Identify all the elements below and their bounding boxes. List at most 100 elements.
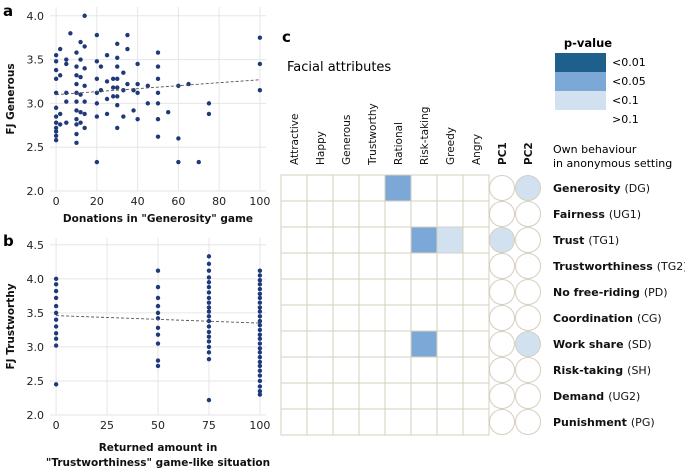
legend: p-value <0.01 <0.05 <0.1 >0.1	[555, 36, 646, 129]
data-point	[53, 324, 59, 329]
data-point	[53, 105, 59, 110]
data-point	[206, 290, 212, 295]
data-point	[155, 134, 161, 139]
y-tick-label: 2.0	[27, 409, 45, 422]
heatmap-cell	[384, 278, 412, 306]
data-point	[57, 111, 63, 117]
heatmap-cell	[280, 356, 308, 384]
data-point	[155, 90, 161, 96]
column-header: Happy	[315, 131, 327, 165]
data-point	[257, 273, 263, 278]
column-header: Greedy	[445, 127, 457, 165]
data-point	[206, 280, 212, 285]
data-point	[257, 327, 263, 333]
heatmap-circle	[489, 357, 515, 383]
scatter-chart-a: 2.0 2.5 3.0 3.5 4.0 0 20 40 60 80 100 Donations in…	[5, 7, 270, 225]
heatmap-circle	[515, 409, 541, 435]
x-tick-label: 60	[171, 195, 185, 208]
data-point	[74, 64, 79, 69]
row-label-code: (PG)	[631, 416, 655, 429]
data-point	[53, 129, 59, 134]
heatmap-circle	[489, 175, 515, 201]
legend-title: p-value	[564, 36, 612, 50]
heatmap-cell	[436, 330, 464, 358]
data-point	[53, 288, 59, 294]
heatmap-cell	[384, 356, 412, 384]
points-b	[53, 254, 263, 403]
heatmap-cell	[410, 356, 438, 384]
heatmap-cell	[410, 408, 438, 436]
column-header: Attractive	[289, 114, 301, 165]
column-header: Generous	[341, 115, 353, 165]
row-label-name: Trustworthiness	[553, 260, 653, 273]
data-point	[125, 46, 130, 52]
heatmap-cell	[436, 304, 464, 332]
data-point	[257, 332, 263, 337]
row-label: Work share (SD)	[553, 338, 652, 351]
data-point	[78, 57, 83, 62]
data-point	[98, 88, 104, 93]
heatmap-cell	[306, 278, 334, 306]
data-point	[104, 111, 110, 117]
heatmap-cell	[462, 330, 490, 358]
heatmap-cell	[306, 174, 334, 202]
row-label-code: (CG)	[637, 312, 662, 325]
row-label-name: Punishment	[553, 416, 627, 429]
data-point	[53, 76, 59, 82]
data-point	[135, 90, 140, 96]
panel-label-b: b	[3, 232, 14, 250]
heatmap-cell	[332, 174, 360, 202]
data-point	[53, 331, 59, 336]
data-point	[82, 111, 87, 117]
data-point	[115, 41, 120, 46]
data-point	[74, 50, 79, 55]
data-point	[94, 76, 100, 82]
y-tick-label: 4.0	[27, 10, 45, 23]
data-point	[74, 99, 79, 104]
heatmap-cell	[384, 226, 412, 254]
data-point	[115, 94, 120, 99]
data-point	[165, 109, 171, 115]
data-point	[155, 295, 161, 301]
data-point	[206, 295, 212, 301]
data-point	[257, 314, 263, 319]
heatmap-cell	[410, 200, 438, 228]
heatmap-cell	[462, 408, 490, 436]
data-point	[135, 116, 140, 122]
data-point	[115, 102, 120, 108]
data-point	[78, 39, 83, 45]
heatmap-cell	[306, 356, 334, 384]
heatmap-cell	[436, 226, 464, 254]
y-tick-label: 4.5	[27, 239, 45, 252]
data-point	[121, 70, 126, 75]
column-header: Trustworthy	[367, 103, 379, 166]
heatmap-cell	[384, 408, 412, 436]
heatmap-cell	[306, 226, 334, 254]
heatmap-cell	[280, 408, 308, 436]
data-point	[74, 116, 79, 122]
data-point	[135, 61, 140, 67]
data-point	[257, 61, 263, 67]
legend-swatch	[555, 72, 606, 91]
data-point	[82, 13, 87, 18]
heatmap-cell	[280, 174, 308, 202]
data-point	[94, 101, 100, 106]
x-axis-label-b: Returned amount in	[99, 442, 218, 454]
heatmap-cell	[462, 174, 490, 202]
y-axis-label-b: FJ Trustworthy	[5, 283, 17, 369]
data-point	[53, 114, 59, 119]
data-point	[125, 32, 130, 38]
data-point	[74, 122, 79, 127]
data-point	[64, 90, 69, 96]
data-point	[53, 310, 59, 316]
heatmap-cell	[306, 304, 334, 332]
heatmap-cell	[358, 330, 386, 358]
heatmap-cell	[306, 252, 334, 280]
data-point	[155, 101, 161, 106]
heatmap-cell	[384, 200, 412, 228]
heatmap-circle	[515, 305, 541, 331]
heatmap-cell	[358, 174, 386, 202]
data-point	[206, 314, 212, 319]
row-label-code: (TG2)	[657, 260, 685, 273]
x-tick-label: 50	[151, 419, 165, 432]
